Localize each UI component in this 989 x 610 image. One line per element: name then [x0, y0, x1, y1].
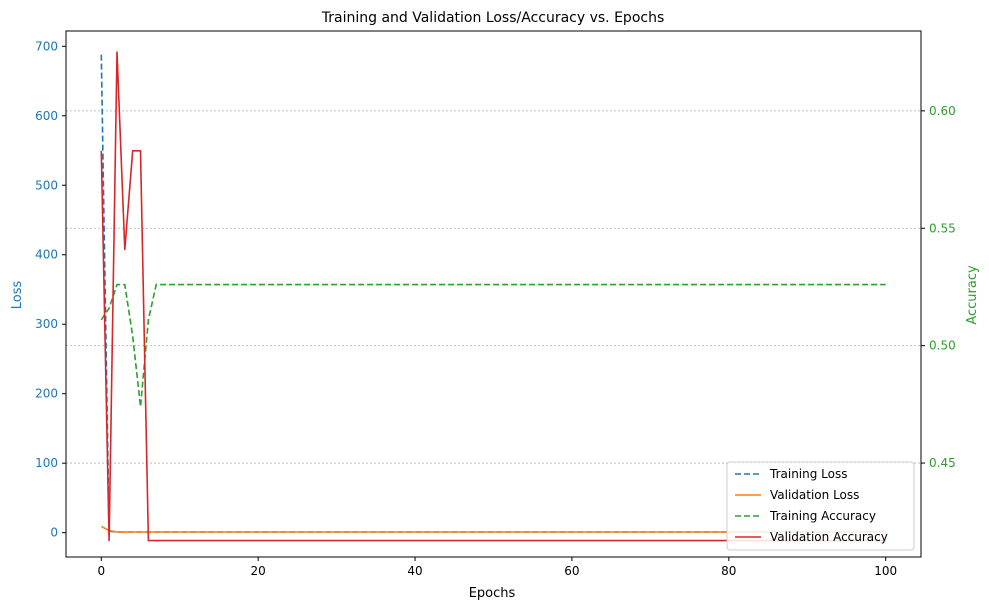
x-tick-label: 40: [407, 564, 422, 578]
y-axis-right: 0.45 0.50 0.55 0.60: [921, 104, 956, 470]
x-axis: 0 20 40 60 80 100: [97, 557, 897, 578]
series-line-validation-loss: [100, 525, 886, 533]
series-line-training-accuracy: [100, 283, 886, 408]
legend-label: Validation Accuracy: [770, 530, 888, 544]
legend: Training Loss Validation Loss Training Acc…: [726, 461, 915, 551]
x-tick-label: 20: [251, 564, 266, 578]
x-tick-label: 0: [97, 564, 105, 578]
legend-label: Training Accuracy: [769, 509, 876, 523]
y-left-tick-label: 400: [35, 248, 58, 262]
y-right-tick-label: 0.50: [929, 339, 956, 353]
series-line-training-loss: [100, 54, 886, 533]
y-axis-right-label: Accuracy: [965, 265, 980, 325]
y-left-tick-label: 500: [35, 178, 58, 192]
chart-title: Training and Validation Loss/Accuracy vs…: [321, 10, 665, 26]
y-right-tick-label: 0.45: [929, 456, 956, 470]
y-left-tick-label: 0: [50, 526, 58, 540]
plot-series: [100, 51, 886, 542]
y-right-tick-label: 0.55: [929, 221, 956, 235]
y-axis-left-label: Loss: [10, 281, 25, 310]
legend-label: Training Loss: [769, 467, 847, 481]
x-tick-label: 80: [721, 564, 736, 578]
x-tick-label: 60: [564, 564, 579, 578]
y-right-tick-label: 0.60: [929, 104, 956, 118]
legend-label: Validation Loss: [770, 488, 859, 502]
series-line-validation-accuracy: [100, 51, 886, 542]
y-left-tick-label: 600: [35, 109, 58, 123]
plot-frame: [65, 30, 922, 558]
y-axis-left: 0 100 200 300 400 500 600 700: [35, 39, 66, 540]
y-left-tick-label: 100: [35, 456, 58, 470]
legend-box: [726, 461, 915, 551]
x-tick-label: 100: [874, 564, 897, 578]
x-axis-label: Epochs: [469, 586, 516, 601]
y-left-tick-label: 200: [35, 387, 58, 401]
y-left-tick-label: 700: [35, 39, 58, 53]
grid-lines: [66, 110, 921, 464]
y-left-tick-label: 300: [35, 317, 58, 331]
